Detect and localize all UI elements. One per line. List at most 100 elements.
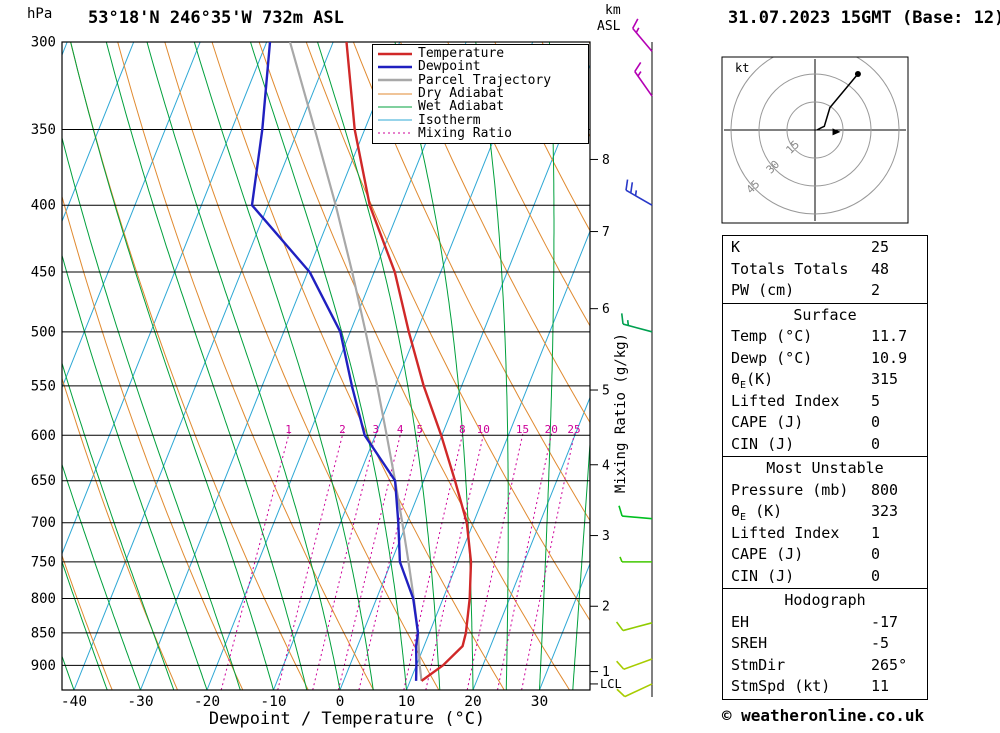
stats-row: PW (cm) 2 bbox=[723, 280, 927, 302]
hodograph-trace-endpoint bbox=[854, 71, 861, 77]
stats-value: 0 bbox=[871, 413, 881, 431]
svg-text:-20: -20 bbox=[194, 694, 220, 710]
wind-barb bbox=[616, 658, 653, 671]
datetime-title: 31.07.2023 15GMT (Base: 12) bbox=[728, 8, 1000, 28]
legend-label: Isotherm bbox=[418, 112, 481, 128]
stats-label: θE(K) bbox=[731, 370, 774, 391]
stats-row: StmDir 265° bbox=[723, 655, 927, 677]
stats-box-title: Surface bbox=[793, 305, 857, 324]
storm-motion-marker bbox=[832, 128, 841, 136]
stats-value: 800 bbox=[871, 480, 899, 499]
stats-row: Lifted Index 1 bbox=[723, 523, 927, 545]
stats-row: Totals Totals 48 bbox=[723, 259, 927, 281]
lcl-label: LCL bbox=[600, 677, 622, 691]
pressure-tick-labels: 300 350 400 450 500 550 600 650 700 750 800 850 900 bbox=[31, 35, 56, 674]
svg-text:-30: -30 bbox=[127, 694, 153, 710]
svg-text:600: 600 bbox=[31, 428, 56, 444]
svg-text:4: 4 bbox=[397, 423, 404, 436]
legend-line-sample bbox=[378, 65, 412, 69]
svg-text:700: 700 bbox=[31, 515, 56, 531]
stats-value: 10.9 bbox=[871, 348, 908, 367]
legend-label: Wet Adiabat bbox=[418, 99, 505, 115]
svg-text:10: 10 bbox=[398, 694, 415, 710]
legend-item: Dewpoint bbox=[378, 60, 588, 73]
svg-text:2: 2 bbox=[339, 423, 346, 436]
svg-text:5: 5 bbox=[602, 384, 610, 399]
legend-line-sample bbox=[378, 132, 412, 134]
stats-row: θE(K) 315 bbox=[723, 369, 927, 391]
stats-value: 11 bbox=[871, 677, 890, 695]
stats-value: 0 bbox=[871, 566, 881, 585]
legend-label: Dewpoint bbox=[418, 59, 481, 75]
stats-label: Totals Totals bbox=[731, 259, 849, 278]
stats-value: -17 bbox=[871, 612, 899, 631]
hodograph-trace bbox=[816, 73, 859, 131]
stats-label: CAPE (J) bbox=[731, 413, 804, 431]
stats-label: Lifted Index bbox=[731, 391, 840, 410]
svg-text:300: 300 bbox=[31, 35, 56, 51]
stats-label: Dewp (°C) bbox=[731, 348, 813, 367]
svg-text:3: 3 bbox=[372, 423, 379, 436]
hodograph-ring-label: 15 bbox=[783, 138, 802, 157]
svg-text:350: 350 bbox=[31, 122, 56, 138]
svg-text:850: 850 bbox=[31, 625, 56, 641]
stats-label: CIN (J) bbox=[731, 434, 795, 453]
svg-text:25: 25 bbox=[567, 423, 580, 436]
stats-row: Lifted Index 5 bbox=[723, 391, 927, 413]
wind-barb bbox=[632, 18, 653, 52]
svg-text:550: 550 bbox=[31, 378, 56, 394]
stats-row: CAPE (J) 0 bbox=[723, 544, 927, 566]
hodograph-border bbox=[721, 56, 909, 224]
svg-text:0: 0 bbox=[336, 694, 345, 710]
stats-row: StmSpd (kt) 11 bbox=[723, 676, 927, 698]
stats-box-title: Hodograph bbox=[784, 591, 866, 609]
svg-text:30: 30 bbox=[531, 694, 548, 710]
svg-text:20: 20 bbox=[545, 423, 558, 436]
legend-label: Parcel Trajectory bbox=[418, 72, 552, 88]
legend-item: Isotherm bbox=[378, 112, 588, 128]
wind-barb bbox=[634, 62, 653, 97]
pressure-axis-unit-label: hPa bbox=[27, 6, 53, 22]
stats-value: 5 bbox=[871, 391, 881, 410]
svg-text:3: 3 bbox=[602, 529, 610, 544]
temperature-curve bbox=[345, 42, 473, 682]
stats-label: Temp (°C) bbox=[731, 327, 813, 345]
legend-item: Parcel Trajectory bbox=[378, 74, 588, 87]
stats-value: 265° bbox=[871, 655, 908, 674]
legend-label: Mixing Ratio bbox=[418, 125, 512, 141]
km-unit-label: km bbox=[605, 3, 621, 18]
legend-line-sample bbox=[378, 78, 412, 82]
stats-label: SREH bbox=[731, 634, 768, 652]
svg-text:900: 900 bbox=[31, 658, 56, 674]
stats-value: 315 bbox=[871, 370, 899, 388]
wind-barb bbox=[620, 313, 653, 333]
stats-value: 0 bbox=[871, 545, 881, 563]
svg-text:8: 8 bbox=[602, 153, 610, 168]
wind-barb bbox=[618, 505, 653, 520]
stats-row: Dewp (°C) 10.9 bbox=[723, 348, 927, 370]
svg-text:-10: -10 bbox=[260, 694, 286, 710]
dewpoint-curve bbox=[250, 42, 420, 681]
asl-unit-label: ASL bbox=[597, 19, 621, 34]
svg-text:20: 20 bbox=[464, 694, 481, 710]
mixing-ratio-axis-label: Mixing Ratio (g/kg) bbox=[613, 333, 629, 494]
stats-label: Pressure (mb) bbox=[731, 480, 849, 499]
stats-value: 11.7 bbox=[871, 327, 908, 345]
svg-text:1: 1 bbox=[602, 665, 610, 680]
x-axis-title: Dewpoint / Temperature (°C) bbox=[208, 709, 486, 729]
svg-text:450: 450 bbox=[31, 265, 56, 281]
stats-value: 1 bbox=[871, 523, 881, 542]
stats-label: CAPE (J) bbox=[731, 545, 804, 563]
stats-row: θE (K) 323 bbox=[723, 501, 927, 523]
stats-row: CIN (J) 0 bbox=[723, 434, 927, 456]
temperature-tick-labels: -40 -30 -20 -10 0 10 20 30 bbox=[61, 694, 548, 710]
stats-row: CAPE (J) 0 bbox=[723, 412, 927, 434]
stats-value: -5 bbox=[871, 634, 890, 652]
stats-box: K 25 Totals Totals 48 PW (cm) 2 bbox=[722, 235, 928, 304]
svg-text:400: 400 bbox=[31, 198, 56, 214]
stats-label: Lifted Index bbox=[731, 523, 840, 542]
wind-barb bbox=[616, 683, 653, 698]
svg-text:10: 10 bbox=[477, 423, 490, 436]
